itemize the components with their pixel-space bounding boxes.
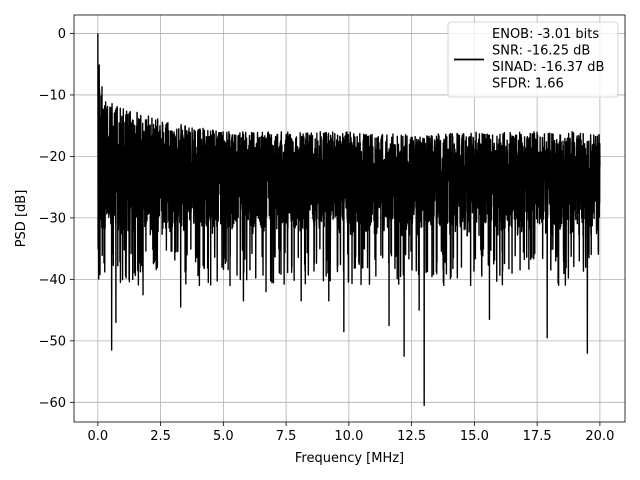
plot-area (97, 33, 601, 407)
x-axis-ticks: 0.0 2.5 5.0 7.5 10.0 12.5 15.0 17.5 20.0 (88, 422, 614, 444)
x-tick-label: 2.5 (150, 429, 171, 444)
y-tick-label: 0 (58, 27, 66, 42)
x-tick-label: 17.5 (523, 429, 552, 444)
x-tick-label: 10.0 (334, 429, 363, 444)
x-tick-label: 0.0 (88, 429, 109, 444)
y-tick-label: −10 (39, 88, 66, 103)
psd-series-line (97, 33, 601, 407)
legend-line-sinad: SINAD: -16.37 dB (492, 60, 604, 75)
y-axis-label: PSD [dB] (14, 190, 29, 248)
y-axis-ticks: 0 −10 −20 −30 −40 −50 −60 (39, 27, 74, 411)
y-tick-label: −30 (39, 211, 66, 226)
x-tick-label: 15.0 (460, 429, 489, 444)
legend-line-sfdr: SFDR: 1.66 (492, 77, 564, 92)
x-tick-label: 12.5 (397, 429, 426, 444)
legend-line-enob: ENOB: -3.01 bits (492, 27, 599, 42)
x-tick-label: 20.0 (585, 429, 614, 444)
y-tick-label: −60 (39, 396, 66, 411)
legend: ENOB: -3.01 bits SNR: -16.25 dB SINAD: -… (447, 21, 619, 98)
y-tick-label: −50 (39, 334, 66, 349)
x-tick-label: 7.5 (276, 429, 297, 444)
x-tick-label: 5.0 (213, 429, 234, 444)
y-tick-label: −40 (39, 273, 66, 288)
x-axis-label: Frequency [MHz] (295, 451, 404, 466)
y-tick-label: −20 (39, 150, 66, 165)
legend-box (447, 21, 619, 98)
axes-frame (73, 14, 626, 423)
legend-line-snr: SNR: -16.25 dB (492, 44, 590, 59)
